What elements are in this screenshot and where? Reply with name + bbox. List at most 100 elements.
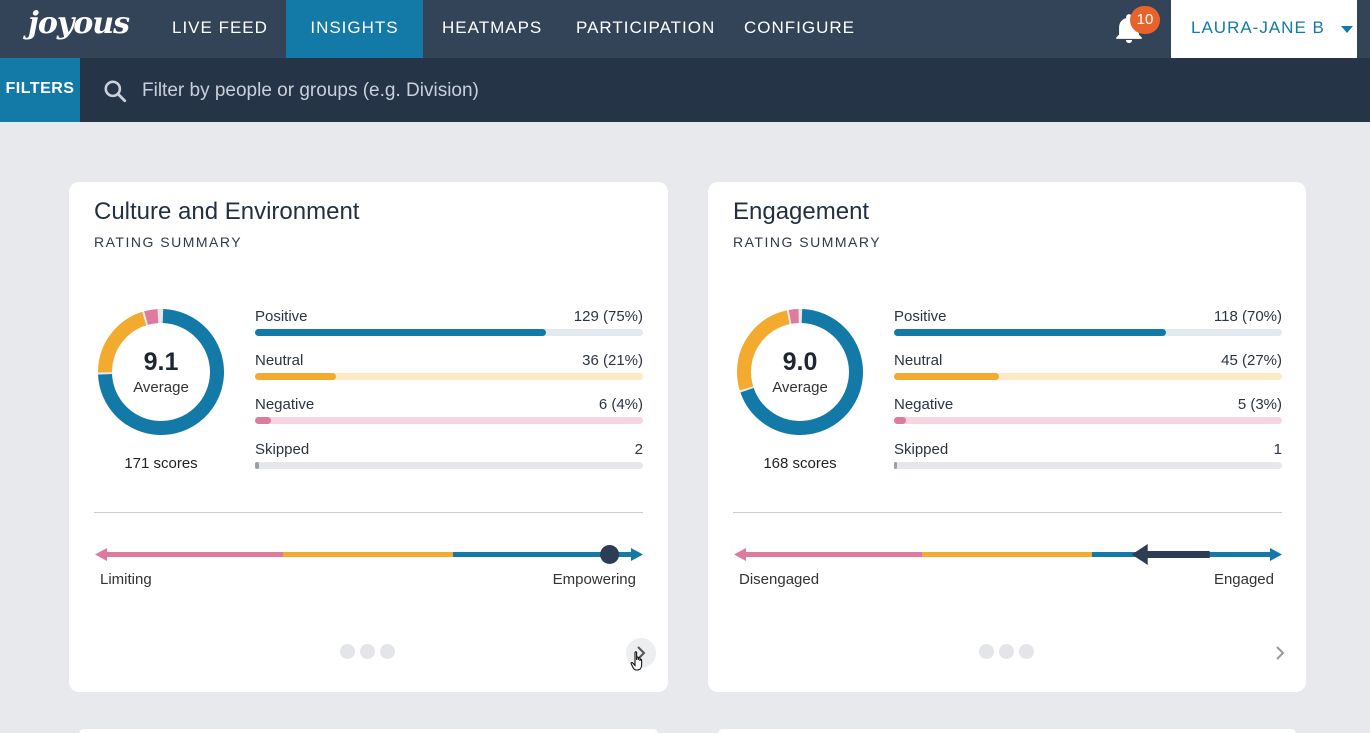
card-subtitle: RATING SUMMARY: [94, 234, 243, 250]
average-label: Average: [133, 379, 189, 396]
score-marker: [600, 545, 620, 564]
scale-right-label: Empowering: [552, 571, 636, 588]
scale-segment-neutral: [922, 552, 1094, 557]
stat-label: Negative: [894, 396, 954, 413]
stat-value: 36 (21%): [582, 352, 643, 369]
stat-label: Skipped: [255, 441, 310, 458]
scale-segment-neutral: [283, 552, 455, 557]
stat-label: Positive: [255, 308, 308, 325]
stat-label: Negative: [255, 396, 315, 413]
stat-bar-fill: [255, 373, 337, 380]
nav-configure[interactable]: CONFIGURE: [744, 18, 855, 37]
card-title: Culture and Environment: [94, 198, 360, 225]
donut-segment-neutral: [737, 309, 863, 435]
carousel-dot[interactable]: [360, 644, 375, 659]
carousel-dot[interactable]: [999, 644, 1014, 659]
scale-arrow-left-icon: [734, 548, 746, 561]
carousel-dots: [979, 644, 1039, 660]
stat-track: [894, 329, 1282, 336]
stat-bar-fill: [255, 329, 546, 336]
carousel-dot[interactable]: [340, 644, 355, 659]
rating-donut-chart: [737, 309, 863, 435]
search-icon: [104, 80, 127, 103]
stat-label: Neutral: [894, 352, 943, 369]
stat-track: [894, 417, 1282, 424]
scale-segment-negative: [744, 552, 924, 557]
stat-value: 2: [634, 441, 643, 458]
score-count: 168 scores: [763, 455, 837, 472]
caret-down-icon[interactable]: [1341, 26, 1353, 33]
donut-segment-positive: [98, 309, 224, 435]
rating-donut-chart: [98, 309, 224, 435]
stat-neutral: Neutral 45 (27%): [894, 352, 1282, 392]
next-slide-button[interactable]: [626, 638, 656, 671]
stat-track: [894, 373, 1282, 380]
stat-track: [255, 373, 643, 380]
sentiment-scale: [95, 545, 643, 564]
stat-value: 5 (3%): [1237, 396, 1282, 413]
carousel-dot[interactable]: [380, 644, 395, 659]
engagement-card: Engagement RATING SUMMARY 9.0 Average 16…: [708, 182, 1306, 692]
scale-right-label: Engaged: [1213, 571, 1274, 588]
notification-badge[interactable]: 10: [1130, 6, 1160, 34]
stat-skipped: Skipped 1: [894, 441, 1282, 481]
culture-environment-card: Culture and Environment RATING SUMMARY 9…: [69, 182, 668, 692]
card-title: Engagement: [733, 198, 870, 225]
average-score: 9.1: [143, 348, 179, 376]
card-subtitle: RATING SUMMARY: [733, 234, 882, 250]
carousel-dots: [340, 644, 400, 660]
stat-label: Neutral: [255, 352, 304, 369]
stat-negative: Negative 5 (3%): [894, 396, 1282, 436]
stat-value: 6 (4%): [598, 396, 643, 413]
scale-segment-positive: [453, 552, 631, 557]
stat-bar-fill: [894, 373, 999, 380]
hand-cursor-icon: [630, 651, 643, 671]
stat-bar-fill: [894, 462, 898, 469]
nav-heatmaps[interactable]: HEATMAPS: [442, 18, 543, 37]
average-score: 9.0: [782, 348, 818, 376]
stat-value: 129 (75%): [573, 308, 643, 325]
scale-left-label: Disengaged: [739, 571, 820, 588]
top-nav: joyous LIVE FEED INSIGHTS HEATMAPS PARTI…: [0, 0, 1370, 60]
next-card-edge: [79, 729, 658, 733]
stat-value: 45 (27%): [1221, 352, 1282, 369]
user-name[interactable]: LAURA-JANE B: [1191, 18, 1325, 37]
stat-value: 118 (70%): [1213, 308, 1282, 325]
stat-value: 1: [1273, 441, 1282, 458]
scale-left-label: Limiting: [100, 571, 152, 588]
scale-arrow-right-icon: [631, 548, 643, 561]
filters-button[interactable]: FILTERS: [0, 58, 80, 122]
scale-arrow-right-icon: [1270, 548, 1282, 561]
stat-bar-fill: [894, 329, 1166, 336]
filter-bar: FILTERS: [0, 58, 1370, 122]
stat-track: [255, 417, 643, 424]
people-filter-input[interactable]: [142, 76, 1042, 106]
carousel-dot[interactable]: [979, 644, 994, 659]
stat-track: [894, 462, 1282, 469]
stat-skipped: Skipped 2: [255, 441, 643, 481]
stat-bar-fill: [255, 417, 271, 424]
divider: [94, 512, 643, 513]
average-label: Average: [772, 379, 828, 396]
nav-insights[interactable]: INSIGHTS: [286, 0, 423, 58]
stat-negative: Negative 6 (4%): [255, 396, 643, 436]
scale-arrow-left-icon: [95, 548, 107, 561]
chevron-right-icon: [1276, 646, 1285, 660]
donut-segment-neutral: [98, 309, 224, 435]
stat-track: [255, 462, 643, 469]
divider: [733, 512, 1282, 513]
stat-positive: Positive 118 (70%): [894, 308, 1282, 348]
user-menu[interactable]: LAURA-JANE B: [1171, 0, 1357, 60]
chevron-right-icon: [637, 646, 646, 660]
stat-positive: Positive 129 (75%): [255, 308, 643, 348]
nav-participation[interactable]: PARTICIPATION: [576, 18, 716, 37]
sentiment-scale: [734, 544, 1282, 565]
joyous-logo[interactable]: joyous: [28, 6, 130, 41]
scale-segment-negative: [105, 552, 285, 557]
nav-live-feed[interactable]: LIVE FEED: [172, 18, 268, 37]
stat-track: [255, 329, 643, 336]
next-slide-button[interactable]: [1265, 638, 1295, 668]
carousel-dot[interactable]: [1019, 644, 1034, 659]
stat-label: Positive: [894, 308, 947, 325]
stat-bar-fill: [255, 462, 259, 469]
